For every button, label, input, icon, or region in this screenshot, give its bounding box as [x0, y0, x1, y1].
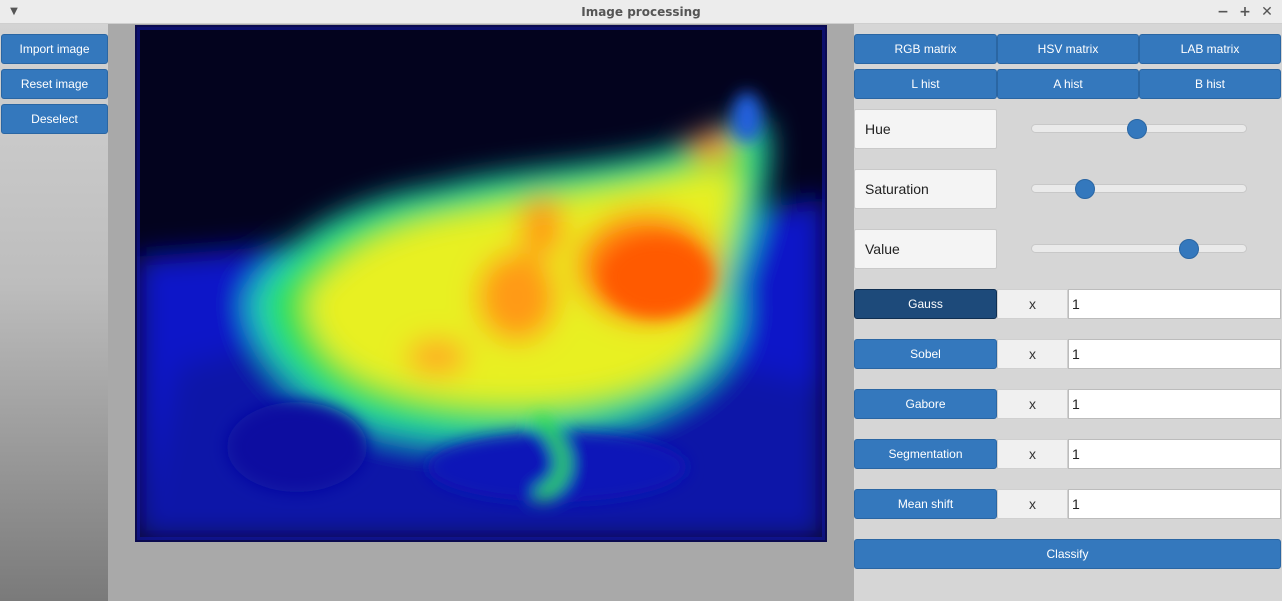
window-title: Image processing — [581, 5, 701, 19]
saturation-slider-track[interactable] — [1031, 184, 1247, 193]
segmentation-input[interactable] — [1068, 439, 1281, 469]
l-hist-button[interactable]: L hist — [854, 69, 997, 99]
sobel-input[interactable] — [1068, 339, 1281, 369]
hue-slider[interactable] — [1031, 109, 1247, 149]
close-icon[interactable]: ✕ — [1261, 4, 1273, 20]
reset-image-button[interactable]: Reset image — [1, 69, 108, 99]
gabore-x-label: x — [997, 389, 1068, 419]
saturation-slider-handle[interactable] — [1075, 179, 1095, 199]
processed-image[interactable] — [135, 25, 827, 542]
gauss-x-label: x — [997, 289, 1068, 319]
classify-button[interactable]: Classify — [854, 539, 1281, 569]
segmentation-x-label: x — [997, 439, 1068, 469]
minimize-icon[interactable]: − — [1217, 4, 1229, 20]
value-slider-handle[interactable] — [1178, 239, 1199, 259]
left-toolbar: Import image Reset image Deselect — [0, 24, 108, 601]
hue-slider-handle[interactable] — [1126, 119, 1147, 139]
segmentation-button[interactable]: Segmentation — [854, 439, 997, 469]
b-hist-button[interactable]: B hist — [1139, 69, 1281, 99]
gabore-input[interactable] — [1068, 389, 1281, 419]
title-bar: ▼ Image processing − + ✕ — [0, 0, 1282, 24]
mean-shift-input[interactable] — [1068, 489, 1281, 519]
mean-shift-button[interactable]: Mean shift — [854, 489, 997, 519]
mean-shift-x-label: x — [997, 489, 1068, 519]
gauss-input[interactable] — [1068, 289, 1281, 319]
value-slider-track[interactable] — [1031, 244, 1247, 253]
sobel-button[interactable]: Sobel — [854, 339, 997, 369]
gauss-button[interactable]: Gauss — [854, 289, 997, 319]
import-image-button[interactable]: Import image — [1, 34, 108, 64]
image-canvas-area — [108, 24, 854, 601]
value-label: Value — [854, 229, 997, 269]
window-menu-icon[interactable]: ▼ — [10, 6, 18, 17]
saturation-label: Saturation — [854, 169, 997, 209]
hsv-matrix-button[interactable]: HSV matrix — [997, 34, 1139, 64]
lab-matrix-button[interactable]: LAB matrix — [1139, 34, 1281, 64]
deselect-button[interactable]: Deselect — [1, 104, 108, 134]
a-hist-button[interactable]: A hist — [997, 69, 1139, 99]
rgb-matrix-button[interactable]: RGB matrix — [854, 34, 997, 64]
gabore-button[interactable]: Gabore — [854, 389, 997, 419]
value-slider[interactable] — [1031, 229, 1247, 269]
maximize-icon[interactable]: + — [1239, 4, 1251, 20]
saturation-slider[interactable] — [1031, 169, 1247, 209]
hue-label: Hue — [854, 109, 997, 149]
sobel-x-label: x — [997, 339, 1068, 369]
controls-panel: RGB matrix HSV matrix LAB matrix L hist … — [854, 24, 1282, 601]
thermal-cat-image — [137, 27, 825, 540]
